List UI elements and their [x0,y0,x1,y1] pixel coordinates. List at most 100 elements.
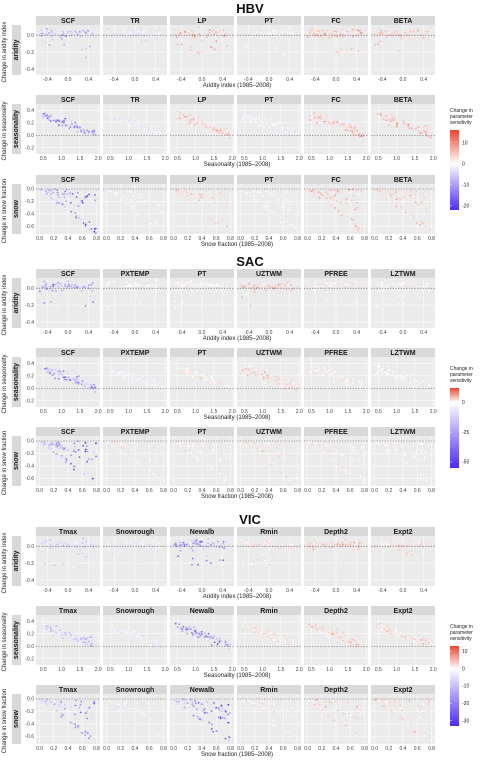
data-point [219,132,222,135]
data-point [335,50,338,53]
y-tick-label: -0.4 [25,464,34,470]
data-point [286,28,288,31]
data-point [345,129,347,131]
data-point [254,371,257,374]
facet-strip-label: SCF [61,177,76,184]
data-point [89,37,92,39]
data-point [219,282,221,284]
data-point [89,295,91,298]
data-point [208,29,211,31]
data-point [390,195,392,198]
data-point [69,543,71,546]
x-tick-label: 0.0 [304,236,311,242]
data-point [405,633,408,636]
data-point [410,373,413,376]
data-point [228,647,231,650]
facet-strip-label: Newalb [190,529,215,536]
data-point [47,443,50,446]
data-point [91,639,93,641]
data-point [43,628,45,630]
data-point [52,635,55,638]
data-point [149,714,151,716]
data-point [425,546,428,549]
data-point [248,441,251,444]
data-point [87,540,90,543]
data-point [62,448,65,451]
data-point [400,37,402,40]
data-point [357,227,360,230]
facet-strip-rmin [237,527,301,536]
data-point [338,125,341,127]
data-point [143,213,146,216]
data-point [78,381,81,384]
x-tick-label: 0.5 [107,667,114,673]
data-point [267,630,270,633]
data-point [249,373,252,376]
data-point [195,441,198,444]
data-point [242,629,245,631]
data-point [195,206,197,209]
data-point [254,374,257,377]
data-point [205,214,208,217]
x-tick-label: 0.5 [241,409,248,415]
data-point [288,280,291,282]
data-point [392,540,394,542]
data-point [352,288,355,291]
data-point [132,195,135,198]
data-point [325,370,328,373]
data-point [183,543,186,546]
data-point [107,31,109,33]
facet-strip-pxtemp [103,427,167,436]
data-point [331,546,334,548]
data-point [287,31,289,34]
data-point [394,547,397,549]
data-point [252,706,254,709]
data-point [330,375,333,378]
y-tick-label: -0.6 [25,734,34,740]
data-point [186,199,189,202]
data-point [52,700,55,703]
data-point [244,284,247,287]
data-point [122,374,125,377]
panel-hbv-seasonality-scf [36,104,100,154]
legend-colorbar [450,130,459,210]
data-point [385,35,388,38]
data-point [153,379,156,381]
data-point [140,29,143,32]
data-point [308,542,311,545]
data-point [242,542,245,545]
data-point [376,537,379,540]
data-point [201,545,204,548]
data-point [333,30,336,33]
data-point [342,376,345,379]
data-point [74,451,77,453]
data-point [155,37,158,40]
data-point [150,548,153,551]
data-point [155,543,158,546]
x-tick-label: 0.4 [353,77,360,83]
data-point [148,458,151,461]
data-point [188,375,191,377]
data-point [289,477,292,479]
data-point [391,633,394,636]
data-point [282,202,285,205]
data-point [95,455,97,458]
data-point [135,293,138,296]
data-point [340,214,343,217]
data-point [377,441,380,444]
data-point [247,625,249,628]
data-point [404,637,407,639]
data-point [359,284,362,287]
data-point [210,28,213,31]
data-point [318,441,320,443]
data-point [215,203,217,206]
data-point [390,117,393,119]
data-point [90,284,93,286]
data-point [323,121,326,123]
data-point [329,281,332,283]
data-point [69,201,72,204]
data-point [120,702,123,704]
data-point [276,441,278,444]
data-point [81,636,84,638]
data-point [390,543,393,546]
